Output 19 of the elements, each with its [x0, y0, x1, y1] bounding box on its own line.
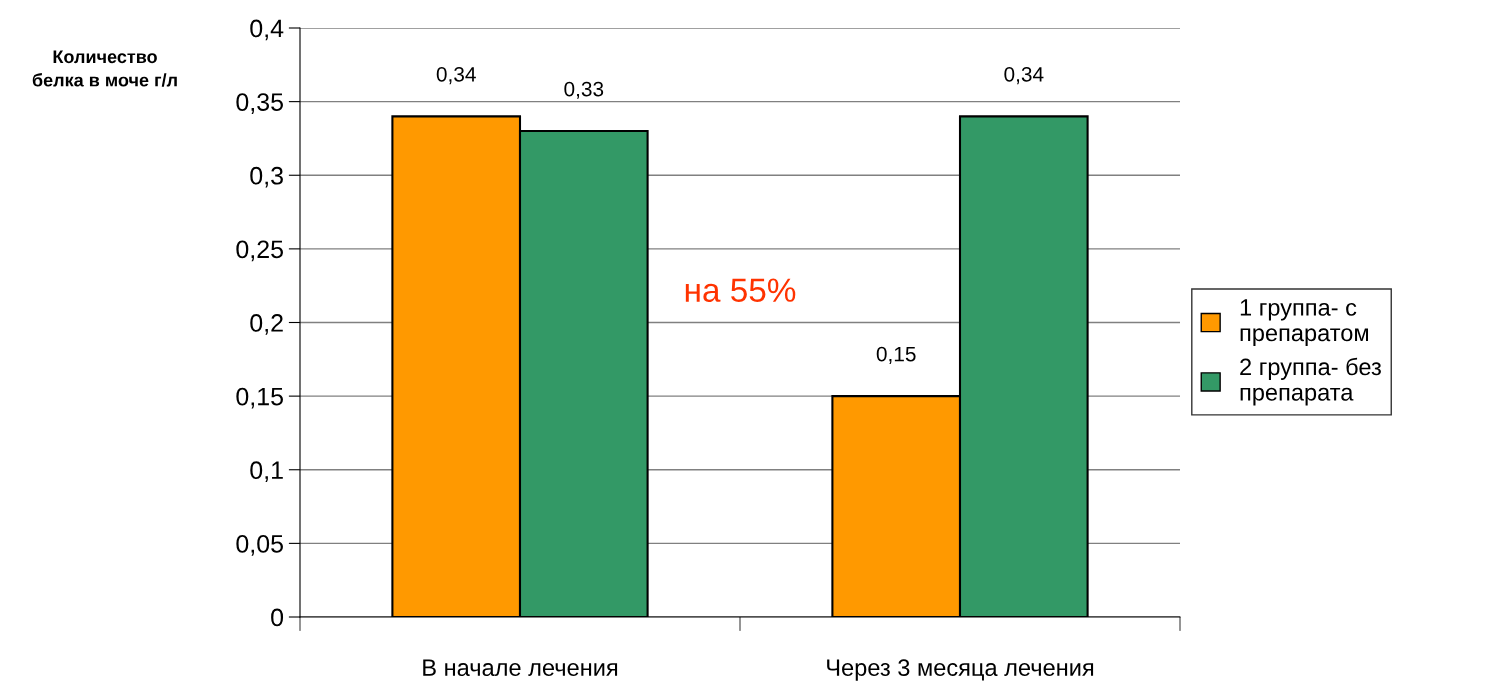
- y-tick-label: 0,35: [236, 93, 283, 114]
- data-label: 0,33: [564, 81, 604, 99]
- y-axis-title: Количество белка в моче г/л: [32, 50, 177, 87]
- y-tick-label: 0,3: [250, 166, 283, 188]
- y-tick-label: 0: [271, 608, 284, 627]
- y-tick-label: 0,1: [250, 461, 283, 483]
- legend-label: 2 группа- без препарата: [1240, 357, 1381, 406]
- y-tick-label: 0,2: [250, 314, 283, 335]
- legend-label: 1 группа- с препаратом: [1240, 299, 1369, 346]
- y-tick-label: 0,4: [250, 19, 284, 41]
- data-label: 0,34: [436, 66, 476, 85]
- y-tick-label: 0,25: [236, 240, 283, 262]
- annotation: на 55%: [685, 278, 796, 302]
- x-tick-label: Через 3 месяца лечения: [827, 659, 1094, 681]
- x-tick-label: В начале лечения: [423, 659, 618, 677]
- data-label: 0,15: [876, 346, 916, 364]
- y-tick-label: 0,05: [236, 534, 283, 556]
- data-label: 0,34: [1004, 66, 1044, 85]
- y-tick-label: 0,15: [236, 387, 283, 409]
